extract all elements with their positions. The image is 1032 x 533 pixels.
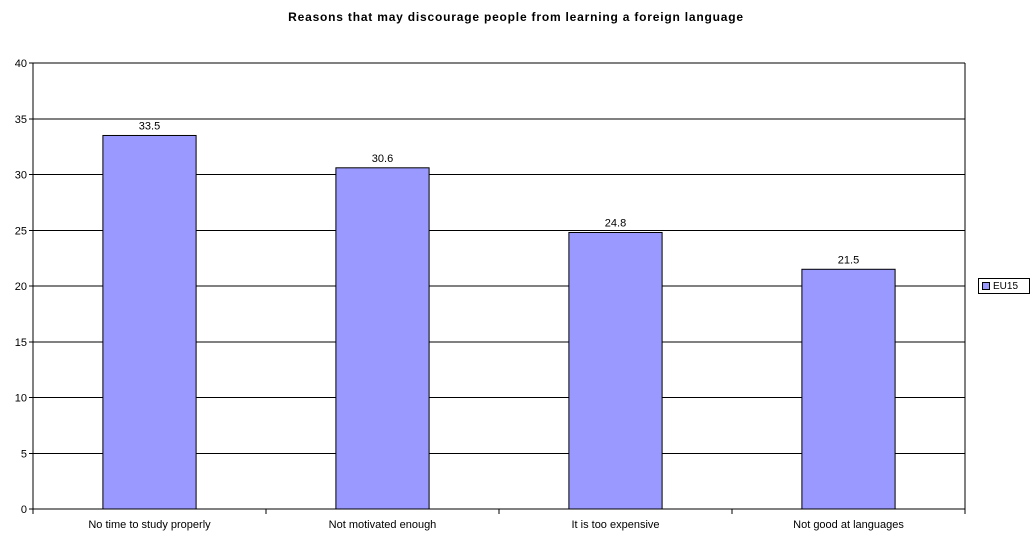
y-tick-label: 25	[15, 225, 27, 237]
data-label: 30.6	[372, 153, 393, 165]
legend-label-eu15: EU15	[993, 280, 1019, 292]
data-label: 33.5	[139, 120, 160, 132]
y-tick-label: 20	[15, 281, 27, 293]
bar	[102, 134, 197, 510]
y-tick-label: 10	[15, 393, 27, 405]
x-tick-label: Not motivated enough	[329, 519, 437, 531]
data-label: 24.8	[605, 217, 626, 229]
bar	[568, 231, 663, 510]
legend-swatch-eu15	[982, 282, 990, 290]
x-tick-label: Not good at languages	[793, 519, 904, 531]
bar	[335, 167, 430, 510]
y-tick-label: 0	[21, 504, 27, 516]
legend: EU15	[978, 278, 1030, 294]
x-tick-label: No time to study properly	[88, 519, 211, 531]
y-tick-label: 15	[15, 337, 27, 349]
bar	[801, 268, 896, 510]
x-tick-label: It is too expensive	[571, 519, 659, 531]
y-tick-label: 35	[15, 114, 27, 126]
y-tick-label: 30	[15, 170, 27, 182]
y-tick-label: 5	[21, 448, 27, 460]
chart-title: Reasons that may discourage people from …	[288, 10, 744, 24]
data-label: 21.5	[838, 254, 859, 266]
y-tick-label: 40	[15, 58, 27, 70]
